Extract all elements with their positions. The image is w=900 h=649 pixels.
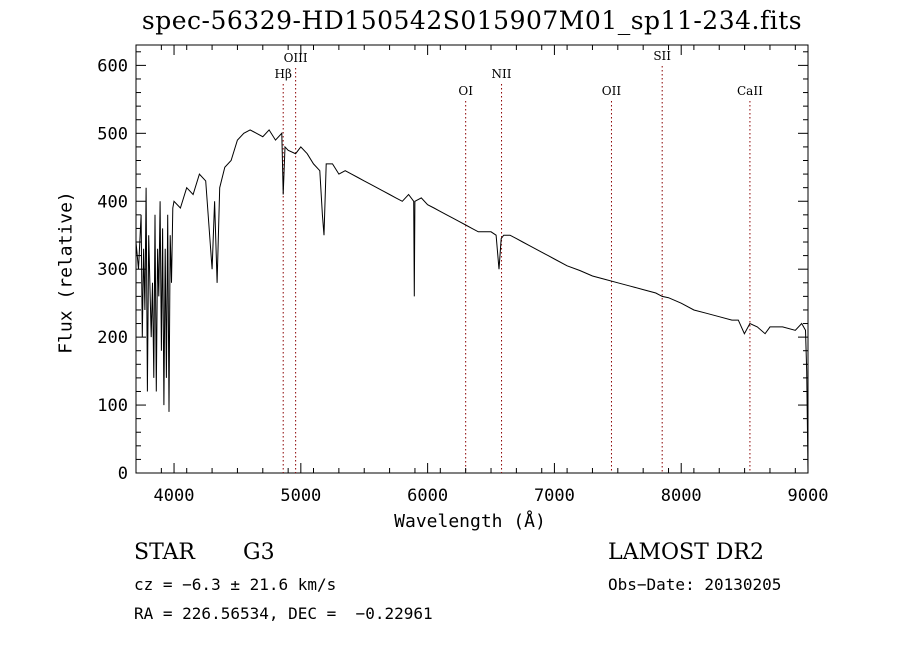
y-tick-label: 100 <box>97 396 128 416</box>
line-marker-label: OII <box>602 84 622 98</box>
spectrum-line <box>135 129 809 474</box>
line-marker-label: SII <box>653 49 671 63</box>
line-marker-label: CaII <box>737 84 763 98</box>
y-tick-label: 200 <box>97 328 128 348</box>
y-tick-label: 0 <box>118 464 128 484</box>
object-class: STAR <box>134 540 195 565</box>
emission-line-markers: Hβ OIII OI NII OII SII CaII <box>275 49 763 473</box>
y-tick-label: 500 <box>97 124 128 144</box>
spectrum-series <box>135 129 809 474</box>
x-tick-label: 9000 <box>788 486 829 506</box>
x-tick-label: 4000 <box>154 486 195 506</box>
axes-frame <box>135 44 809 474</box>
chart-title: spec-56329-HD150542S015907M01_sp11-234.f… <box>141 6 803 35</box>
observation-date: Obs−Date: 20130205 <box>608 575 782 594</box>
y-tick-label: 400 <box>97 192 128 212</box>
x-tick-label: 5000 <box>280 486 321 506</box>
x-tick-label: 6000 <box>407 486 448 506</box>
ra-dec: RA = 226.56534, DEC = −0.22961 <box>134 604 433 623</box>
line-marker-label: OIII <box>284 51 308 65</box>
line-marker-label: NII <box>492 67 512 81</box>
line-marker-label: Hβ <box>275 67 292 81</box>
object-subclass: G3 <box>243 540 275 565</box>
redshift-cz: cz = −6.3 ± 21.6 km/s <box>134 575 337 594</box>
x-tick-label: 8000 <box>661 486 702 506</box>
axis-ticks: 4000 5000 6000 7000 8000 9000 0 100 200 300 400 500… <box>97 45 828 506</box>
x-tick-label: 7000 <box>534 486 575 506</box>
line-marker-label: OI <box>458 84 473 98</box>
y-tick-label: 300 <box>97 260 128 280</box>
x-axis-label: Wavelength (Å) <box>394 511 546 532</box>
plot-frame <box>135 44 809 474</box>
y-tick-label: 600 <box>97 56 128 76</box>
y-axis-label: Flux (relative) <box>55 191 77 354</box>
survey-name: LAMOST DR2 <box>608 540 764 565</box>
